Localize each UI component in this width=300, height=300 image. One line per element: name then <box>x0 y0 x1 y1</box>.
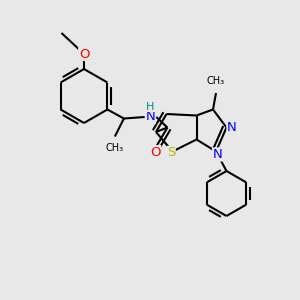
Text: CH₃: CH₃ <box>207 76 225 86</box>
Text: N: N <box>213 148 222 161</box>
Text: O: O <box>150 146 160 159</box>
Text: S: S <box>167 146 175 160</box>
Text: N: N <box>146 110 155 124</box>
Text: O: O <box>79 47 89 61</box>
Text: N: N <box>227 121 237 134</box>
Text: H: H <box>146 101 154 112</box>
Text: CH₃: CH₃ <box>106 143 124 153</box>
